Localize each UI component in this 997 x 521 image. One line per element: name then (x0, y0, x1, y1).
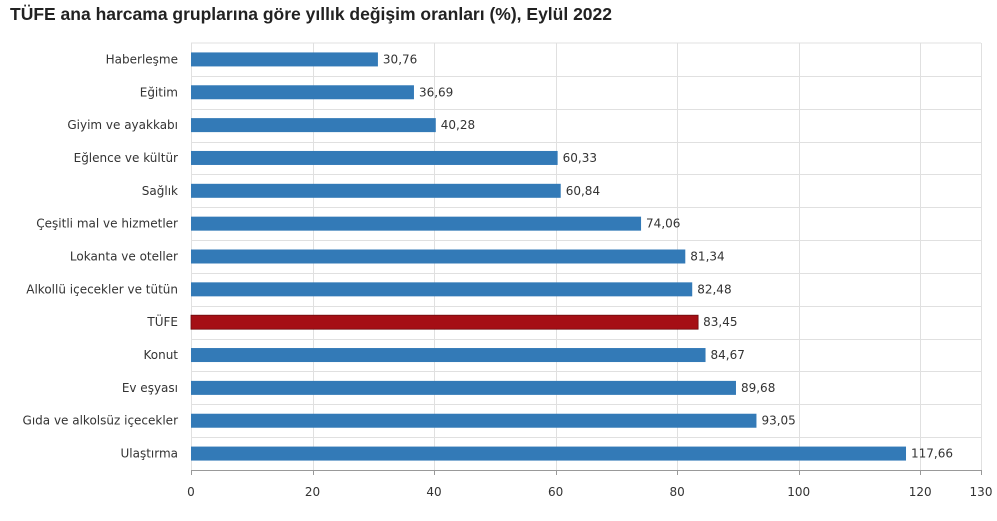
bars (190, 52, 907, 461)
bar (191, 183, 561, 198)
x-axis-ticks: 0 20 40 60 80 100 120 130 (187, 470, 992, 499)
value-label: 93,05 (761, 414, 795, 428)
x-tick-label: 0 (187, 485, 195, 499)
value-label: 89,68 (741, 381, 775, 395)
category-label: Konut (143, 348, 178, 362)
bar (191, 150, 558, 165)
bar (191, 118, 436, 133)
value-label: 84,67 (711, 348, 745, 362)
value-label: 36,69 (419, 85, 453, 99)
category-label: Sağlık (142, 184, 178, 198)
x-tick-label: 130 (970, 485, 993, 499)
value-label: 74,06 (646, 217, 680, 231)
value-label: 40,28 (441, 118, 475, 132)
bar (191, 249, 686, 264)
bar (191, 348, 706, 363)
x-tick-label: 60 (548, 485, 563, 499)
category-label: Giyim ve ayakkabı (67, 118, 178, 132)
category-label: Ev eşyası (122, 381, 178, 395)
category-label: Ulaştırma (120, 447, 178, 461)
category-label: TÜFE (146, 313, 178, 329)
category-label: Gıda ve alkolsüz içecekler (23, 414, 179, 428)
category-label: Eğlence ve kültür (74, 151, 178, 165)
bar (191, 52, 378, 67)
value-label: 81,34 (690, 250, 724, 264)
bar-highlight (190, 314, 699, 330)
value-label: 60,84 (566, 184, 600, 198)
category-label: Eğitim (140, 85, 178, 99)
category-label: Alkollü içecekler ve tütün (26, 282, 178, 296)
value-label: 117,66 (911, 447, 953, 461)
value-label: 82,48 (697, 282, 731, 296)
chart-title: TÜFE ana harcama gruplarına göre yıllık … (10, 4, 613, 24)
x-tick-label: 20 (305, 485, 320, 499)
value-label: 30,76 (383, 52, 417, 66)
value-label: 60,33 (563, 151, 597, 165)
category-label: Çeşitli mal ve hizmetler (36, 217, 178, 231)
x-tick-label: 80 (670, 485, 685, 499)
bar (191, 413, 757, 428)
bar (191, 85, 414, 100)
bar (191, 282, 693, 297)
x-tick-label: 100 (787, 485, 810, 499)
x-tick-label: 120 (909, 485, 932, 499)
value-label: 83,45 (703, 315, 737, 329)
bar (191, 380, 736, 395)
x-tick-label: 40 (426, 485, 441, 499)
bar (191, 446, 907, 461)
grid-lines (191, 42, 982, 471)
category-labels: Haberleşme Eğitim Giyim ve ayakkabı Eğlence… (23, 52, 179, 460)
value-labels: 30,76 36,69 40,28 60,33 60,84 74,06 81,34 82,48… (383, 52, 953, 460)
category-label: Haberleşme (106, 52, 178, 66)
bar (191, 216, 642, 231)
category-label: Lokanta ve oteller (70, 250, 178, 264)
